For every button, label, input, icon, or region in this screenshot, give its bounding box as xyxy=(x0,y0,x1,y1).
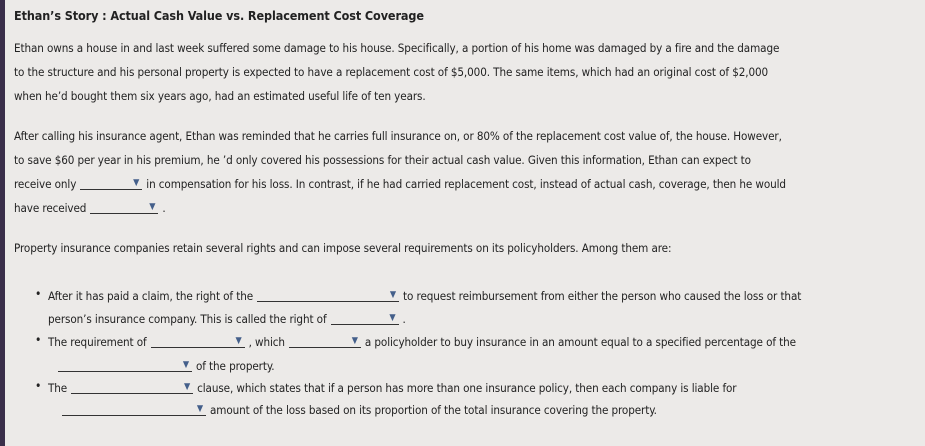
dropdown-value-type[interactable]: ▼ xyxy=(58,359,192,372)
paragraph-line: when he’d bought them six years ago, had… xyxy=(14,89,426,103)
bullet-line: ▼ of the property. xyxy=(58,359,275,373)
triangle-down-icon: ▼ xyxy=(182,360,189,370)
text: . xyxy=(162,201,166,215)
dropdown-insurer[interactable]: ▼ xyxy=(257,289,400,302)
dropdown-requires[interactable]: ▼ xyxy=(288,335,361,348)
text: After it has paid a claim, the right of … xyxy=(48,289,254,303)
text: . xyxy=(402,312,406,326)
bullet: • xyxy=(35,287,42,301)
text: a policyholder to buy insurance in an am… xyxy=(364,335,796,349)
paragraph-line: Property insurance companies retain seve… xyxy=(14,241,672,255)
bullet-line: person’s insurance company. This is call… xyxy=(48,312,406,326)
text: have received xyxy=(14,201,87,215)
bullet: • xyxy=(35,333,42,347)
bullet-line: The ▼ clause, which states that if a perso… xyxy=(48,381,737,395)
dropdown-clause[interactable]: ▼ xyxy=(71,381,194,394)
text: of the property. xyxy=(196,359,275,373)
triangle-down-icon: ▼ xyxy=(351,336,358,346)
triangle-down-icon: ▼ xyxy=(133,178,140,188)
text: The xyxy=(48,381,68,395)
text: in compensation for his loss. In contras… xyxy=(146,177,786,191)
text: The requirement of xyxy=(48,335,147,349)
triangle-down-icon: ▼ xyxy=(389,290,397,300)
page-title: Ethan’s Story : Actual Cash Value vs. Re… xyxy=(14,8,424,23)
triangle-down-icon: ▼ xyxy=(389,313,396,323)
triangle-down-icon: ▼ xyxy=(183,382,191,392)
bullet-line: The requirement of ▼ , which ▼ a policyholde… xyxy=(48,335,796,349)
dropdown-acv-amount[interactable]: ▼ xyxy=(80,177,143,190)
text: receive only xyxy=(14,177,77,191)
bullet-line: After it has paid a claim, the right of … xyxy=(48,289,801,303)
triangle-down-icon: ▼ xyxy=(149,202,156,212)
text: , which xyxy=(248,335,285,349)
dropdown-replacement-amount[interactable]: ▼ xyxy=(90,201,159,214)
dropdown-liability-share[interactable]: ▼ xyxy=(62,403,206,416)
paragraph-line: have received ▼. xyxy=(14,201,166,215)
paragraph-line: receive only ▼ in compensation for his los… xyxy=(14,177,786,191)
text: person’s insurance company. This is call… xyxy=(48,312,327,326)
bullet-line: ▼ amount of the loss based on its proport… xyxy=(62,403,657,417)
triangle-down-icon: ▼ xyxy=(196,404,203,414)
text: clause, which states that if a person ha… xyxy=(197,381,737,395)
dropdown-requirement[interactable]: ▼ xyxy=(150,335,245,348)
paragraph-line: to the structure and his personal proper… xyxy=(14,65,769,79)
left-edge xyxy=(0,0,5,446)
paragraph-line: Ethan owns a house in and last week suff… xyxy=(14,41,780,55)
paragraph-line: to save $60 per year in his premium, he … xyxy=(14,153,751,167)
triangle-down-icon: ▼ xyxy=(235,336,242,346)
paragraph-line: After calling his insurance agent, Ethan… xyxy=(14,129,782,143)
text: amount of the loss based on its proporti… xyxy=(210,403,657,417)
text: to request reimbursement from either the… xyxy=(403,289,802,303)
bullet: • xyxy=(35,379,42,393)
dropdown-right-of[interactable]: ▼ xyxy=(330,312,399,325)
